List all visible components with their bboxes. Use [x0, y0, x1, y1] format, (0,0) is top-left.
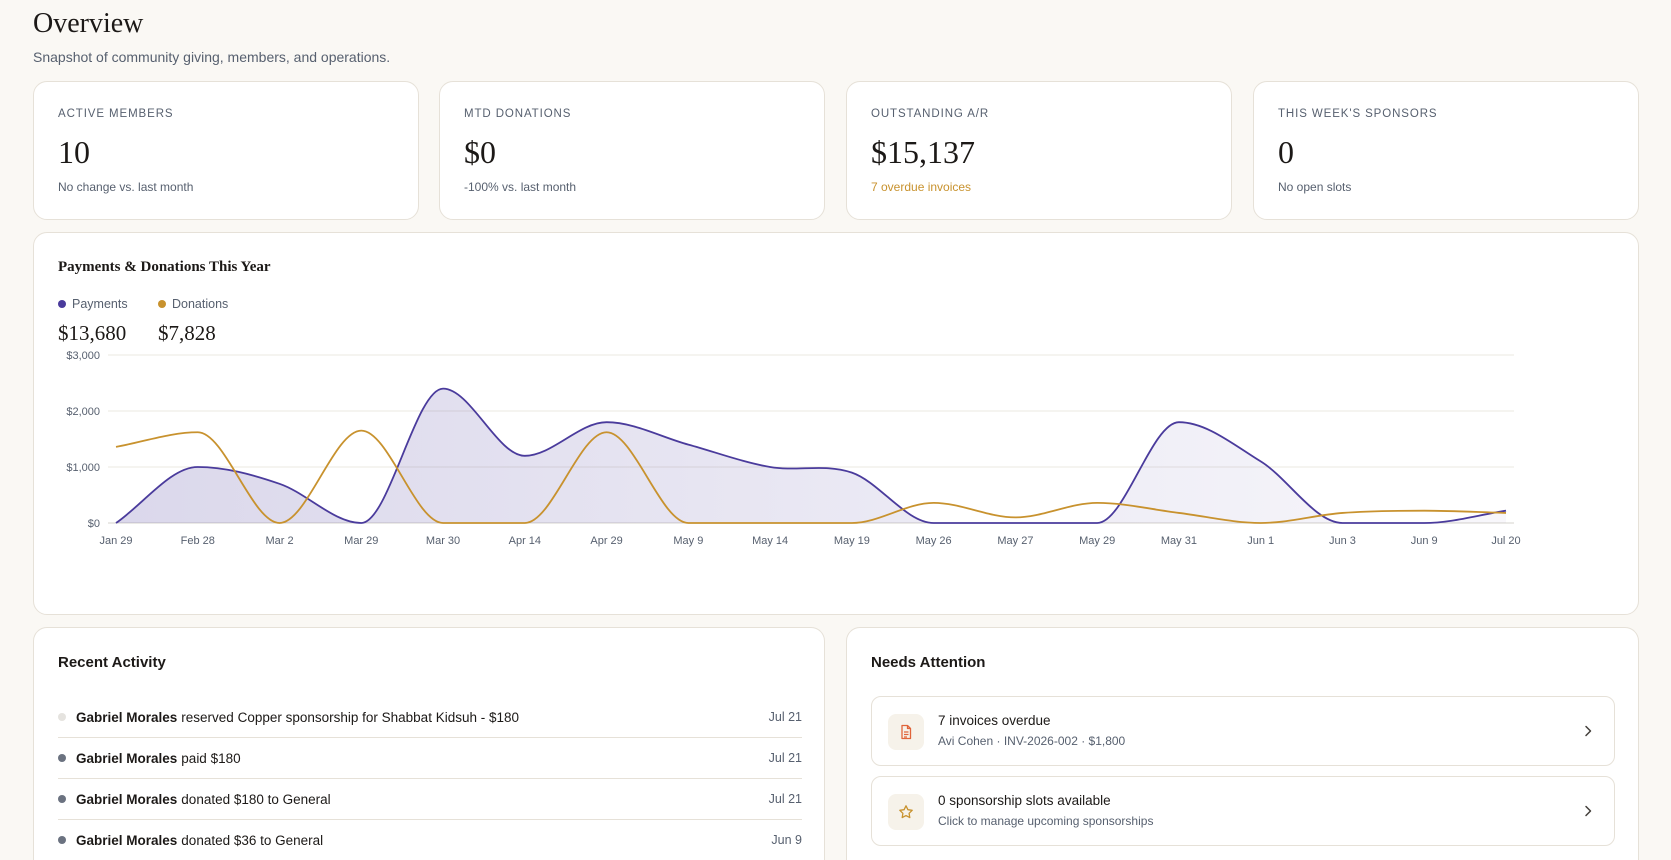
x-tick-label: Feb 28 — [181, 535, 215, 547]
attention-item-subtitle: Avi Cohen · INV-2026-002 · $1,800 — [938, 734, 1126, 748]
attention-item-subtitle: Click to manage upcoming sponsorships — [938, 814, 1154, 828]
stat-card-active-members: Active Members 10 No change vs. last mon… — [33, 81, 419, 220]
stat-card-mtd-donations: MTD Donations $0 -100% vs. last month — [439, 81, 825, 220]
payments-line — [115, 387, 1507, 524]
activity-member-name: Gabriel Morales — [76, 832, 178, 848]
donations-total: $7,828 — [158, 321, 216, 345]
stat-value: 0 — [1278, 134, 1294, 170]
overdue-invoices-item[interactable]: 7 invoices overdue Avi Cohen · INV-2026-… — [871, 696, 1615, 766]
x-tick-label: Mar 30 — [426, 535, 460, 547]
needs-attention-card: Needs Attention 7 invoices overdue Avi C… — [846, 627, 1639, 860]
stat-card-weekly-sponsors: This Week's Sponsors 0 No open slots — [1253, 81, 1639, 220]
needs-attention-title: Needs Attention — [871, 654, 986, 671]
stat-card-outstanding-ar: Outstanding A/R $15,137 7 overdue invoic… — [846, 81, 1232, 220]
y-tick-label: $2,000 — [66, 406, 100, 418]
x-tick-label: Jun 9 — [1411, 535, 1438, 547]
recent-activity-title: Recent Activity — [58, 654, 166, 671]
y-tick-label: $3,000 — [66, 350, 100, 362]
x-tick-label: Jun 3 — [1329, 535, 1356, 547]
activity-description: donated $180 to General — [181, 791, 331, 807]
activity-description: paid $180 — [181, 750, 241, 766]
payments-legend-dot — [58, 300, 66, 308]
activity-list: Gabriel Morales reserved Copper sponsors… — [58, 697, 802, 860]
stat-note: -100% vs. last month — [464, 180, 577, 194]
x-tick-label: Mar 2 — [265, 535, 293, 547]
x-tick-label: Jan 29 — [99, 535, 132, 547]
x-tick-label: May 31 — [1161, 535, 1197, 547]
chevron-right-icon — [1580, 723, 1596, 744]
activity-member-name: Gabriel Morales — [76, 709, 178, 725]
stat-note: No open slots — [1278, 180, 1352, 194]
stat-value: $0 — [464, 134, 496, 170]
stat-label: MTD Donations — [464, 108, 572, 120]
activity-item[interactable]: Gabriel Morales donated $180 to General … — [58, 779, 802, 820]
activity-date: Jul 21 — [768, 792, 802, 806]
x-tick-label: May 29 — [1079, 535, 1115, 547]
donations-legend-label: Donations — [172, 297, 229, 311]
activity-item[interactable]: Gabriel Morales donated $36 to General J… — [58, 820, 802, 860]
activity-bullet — [58, 754, 66, 762]
activity-description: donated $36 to General — [181, 832, 324, 848]
activity-date: Jun 9 — [771, 833, 802, 847]
x-tick-label: Jul 20 — [1491, 535, 1520, 547]
x-tick-label: Mar 29 — [344, 535, 378, 547]
activity-description: reserved Copper sponsorship for Shabbat … — [181, 709, 520, 725]
activity-item[interactable]: Gabriel Morales paid $180 Jul 21 — [58, 738, 802, 779]
overview-page: Overview Snapshot of community giving, m… — [33, 0, 1639, 860]
activity-item[interactable]: Gabriel Morales reserved Copper sponsors… — [58, 697, 802, 738]
payments-donations-chart: $0 $1,000 $2,000 $3,000 Jan 29 Feb 28 Mar 2 Mar… — [66, 350, 1520, 547]
x-tick-label: May 9 — [673, 535, 703, 547]
activity-member-name: Gabriel Morales — [76, 791, 178, 807]
x-tick-label: May 19 — [834, 535, 870, 547]
y-tick-label: $1,000 — [66, 462, 100, 474]
chevron-right-icon — [1580, 803, 1596, 824]
star-icon — [888, 794, 924, 830]
activity-bullet — [58, 713, 66, 721]
donations-legend-dot — [158, 300, 166, 308]
x-tick-label: May 14 — [752, 535, 788, 547]
payments-donations-chart-card: $0 $1,000 $2,000 $3,000 Jan 29 Feb 28 Mar 2 Mar… — [33, 232, 1639, 615]
page-subtitle: Snapshot of community giving, members, a… — [33, 49, 391, 65]
activity-bullet — [58, 836, 66, 844]
payments-area — [116, 388, 1506, 523]
activity-member-name: Gabriel Morales — [76, 750, 178, 766]
x-tick-label: Apr 14 — [509, 535, 541, 547]
attention-item-title: 7 invoices overdue — [938, 713, 1051, 728]
x-tick-label: Jun 1 — [1247, 535, 1274, 547]
x-tick-label: May 26 — [916, 535, 952, 547]
stat-label: This Week's Sponsors — [1278, 108, 1438, 120]
invoice-icon — [888, 714, 924, 750]
overdue-invoices-note: 7 overdue invoices — [871, 180, 972, 194]
payments-total: $13,680 — [58, 321, 127, 345]
chart-title: Payments & Donations This Year — [58, 259, 271, 275]
activity-bullet — [58, 795, 66, 803]
x-tick-label: Apr 29 — [590, 535, 622, 547]
activity-date: Jul 21 — [768, 710, 802, 724]
donations-line — [115, 429, 1507, 524]
attention-item-title: 0 sponsorship slots available — [938, 793, 1111, 808]
stat-value: 10 — [58, 134, 90, 170]
sponsorship-slots-item[interactable]: 0 sponsorship slots available Click to m… — [871, 776, 1615, 846]
page-title: Overview — [33, 8, 144, 39]
legend-donations: Donations — [158, 297, 228, 311]
x-tick-label: May 27 — [997, 535, 1033, 547]
stat-value: $15,137 — [871, 134, 975, 170]
stat-note: No change vs. last month — [58, 180, 194, 194]
y-tick-label: $0 — [88, 518, 100, 530]
stat-label: Active Members — [58, 108, 174, 120]
recent-activity-card: Recent Activity Gabriel Morales reserved… — [33, 627, 825, 860]
legend-payments: Payments — [58, 297, 128, 311]
activity-date: Jul 21 — [768, 751, 802, 765]
payments-legend-label: Payments — [72, 297, 128, 311]
stat-label: Outstanding A/R — [871, 108, 990, 120]
